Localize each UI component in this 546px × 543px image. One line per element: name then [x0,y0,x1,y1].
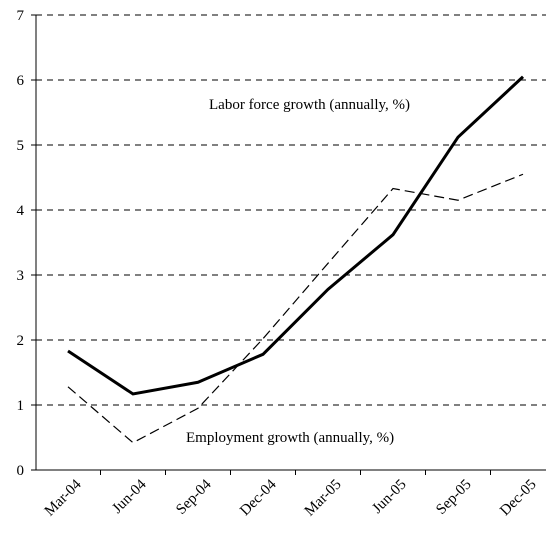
x-tick-label-Jun-04: Jun-04 [109,476,150,517]
y-tick-label-1: 1 [17,398,25,414]
y-tick-label-4: 4 [17,203,25,219]
employment-line [67,173,524,444]
x-tick-label-Sep-04: Sep-04 [173,476,215,518]
x-tick-label-Dec-04: Dec-04 [237,476,280,519]
x-tick-label-Jun-05: Jun-05 [369,477,409,517]
x-tick-label-Mar-05: Mar-05 [302,477,345,520]
labor-force-line [67,75,525,396]
y-tick-label-0: 0 [17,463,25,479]
series-label-employment: Employment growth (annually, %) [186,430,394,446]
y-tick-label-3: 3 [17,268,25,284]
y-tick-label-2: 2 [17,333,25,349]
series-lines [67,75,525,444]
x-tick-label-Mar-04: Mar-04 [42,476,85,519]
y-tick-label-6: 6 [17,73,25,89]
gridlines [36,14,546,406]
x-axis: Mar-04 Jun-04 Sep-04 Dec-04 Mar-05 Jun-05 Sep-… [36,469,546,520]
y-tick-label-5: 5 [17,138,25,154]
x-tick-label-Dec-05: Dec-05 [497,477,540,520]
y-tick-label-7: 7 [17,8,25,24]
y-axis: 0 1 2 3 4 5 6 7 [17,8,37,479]
series-label-labor-force: Labor force growth (annually, %) [209,97,410,113]
x-tick-label-Sep-05: Sep-05 [433,477,474,518]
